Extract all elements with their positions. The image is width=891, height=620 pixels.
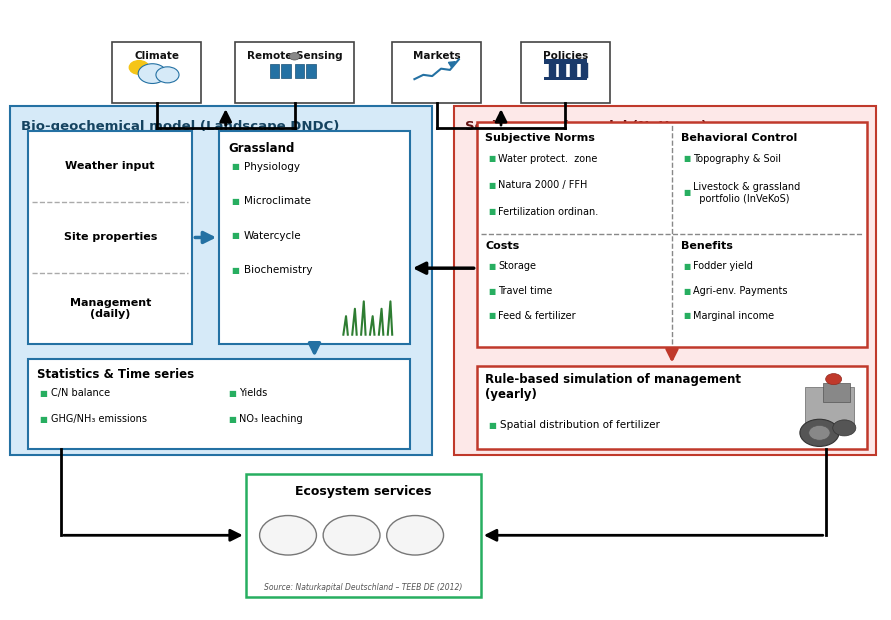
FancyBboxPatch shape [28,131,192,344]
Text: Policies: Policies [543,51,588,61]
Text: ■: ■ [39,389,47,398]
Text: ■: ■ [488,286,495,296]
Circle shape [800,419,839,446]
Text: Marginal income: Marginal income [693,311,774,321]
FancyBboxPatch shape [234,42,355,104]
Bar [306,64,315,78]
FancyBboxPatch shape [219,131,410,344]
Text: Weather input: Weather input [65,161,155,172]
Text: ■: ■ [228,415,236,423]
Text: Feed & fertilizer: Feed & fertilizer [498,311,576,321]
Bar [805,386,854,428]
Text: Storage: Storage [498,262,535,272]
Text: Biochemistry: Biochemistry [244,265,313,275]
Text: Socioeconomic model (NetLogo): Socioeconomic model (NetLogo) [465,120,707,133]
Text: Statistics & Time series: Statistics & Time series [37,368,194,381]
Text: ■: ■ [683,262,691,271]
Text: Rule-based simulation of management
(yearly): Rule-based simulation of management (yea… [486,373,741,401]
Text: Spatial distribution of fertilizer: Spatial distribution of fertilizer [500,420,659,430]
Text: ■: ■ [488,181,495,190]
FancyBboxPatch shape [11,106,432,455]
Text: C/N balance: C/N balance [51,388,110,398]
Circle shape [833,420,856,436]
Circle shape [387,516,444,555]
Text: Watercycle: Watercycle [244,231,301,241]
Circle shape [290,53,300,60]
Text: Yields: Yields [240,388,267,398]
Circle shape [259,516,316,555]
FancyBboxPatch shape [477,366,868,449]
Text: Ecosystem services: Ecosystem services [295,485,431,498]
Text: Physiology: Physiology [244,162,300,172]
Text: ■: ■ [232,266,240,275]
Bar [823,383,850,402]
Text: Costs: Costs [486,241,519,250]
Text: Behavioral Control: Behavioral Control [681,133,797,143]
Text: Natura 2000 / FFH: Natura 2000 / FFH [498,180,587,190]
Text: ■: ■ [488,154,495,163]
FancyBboxPatch shape [454,106,876,455]
Bar [560,63,567,78]
Text: Source: Naturkapital Deutschland – TEEB DE (2012): Source: Naturkapital Deutschland – TEEB … [264,583,462,592]
FancyBboxPatch shape [392,42,481,104]
Bar [270,64,280,78]
Text: Water protect.  zone: Water protect. zone [498,154,597,164]
Text: Climate: Climate [135,51,179,61]
Bar [544,60,587,64]
Circle shape [809,425,830,440]
FancyBboxPatch shape [521,42,609,104]
Circle shape [826,374,842,384]
Text: Topography & Soil: Topography & Soil [693,154,781,164]
Text: ■: ■ [228,389,236,398]
Text: ■: ■ [488,207,495,216]
Text: Markets: Markets [413,51,461,61]
Text: ■: ■ [683,286,691,296]
Bar [282,64,291,78]
FancyBboxPatch shape [28,360,410,449]
Text: ■: ■ [683,311,691,321]
Text: ■: ■ [232,162,240,171]
Text: Site properties: Site properties [63,232,157,242]
Text: GHG/NH₃ emissions: GHG/NH₃ emissions [51,414,147,424]
Text: Subjective Norms: Subjective Norms [486,133,595,143]
Text: Livestock & grassland
  portfolio (InVeKoS): Livestock & grassland portfolio (InVeKoS… [693,182,801,203]
Text: ■: ■ [488,421,496,430]
Text: Grassland: Grassland [228,142,294,155]
Text: ■: ■ [488,262,495,271]
Text: Agri-env. Payments: Agri-env. Payments [693,286,788,296]
Circle shape [323,516,380,555]
FancyBboxPatch shape [246,474,481,597]
Bar [549,63,556,78]
Text: Remote Sensing: Remote Sensing [247,51,342,61]
Text: Management
(daily): Management (daily) [69,298,151,319]
Text: ■: ■ [683,188,691,197]
Bar [570,63,577,78]
Text: NO₃ leaching: NO₃ leaching [240,414,303,424]
Circle shape [156,67,179,83]
FancyBboxPatch shape [477,122,868,347]
Circle shape [129,61,149,74]
FancyBboxPatch shape [112,42,201,104]
Text: ■: ■ [683,154,691,163]
Bar [295,64,304,78]
Text: Bio-geochemical model (Landscape DNDC): Bio-geochemical model (Landscape DNDC) [20,120,339,133]
Text: Fodder yield: Fodder yield [693,262,753,272]
Bar [544,77,587,81]
Text: Travel time: Travel time [498,286,552,296]
Bar [581,63,588,78]
Text: ■: ■ [232,197,240,206]
Text: Benefits: Benefits [681,241,732,250]
Circle shape [138,64,167,84]
Text: ■: ■ [488,311,495,321]
Text: ■: ■ [39,415,47,423]
Text: Fertilization ordinan.: Fertilization ordinan. [498,207,598,217]
Text: ■: ■ [232,231,240,241]
Text: Microclimate: Microclimate [244,197,311,206]
